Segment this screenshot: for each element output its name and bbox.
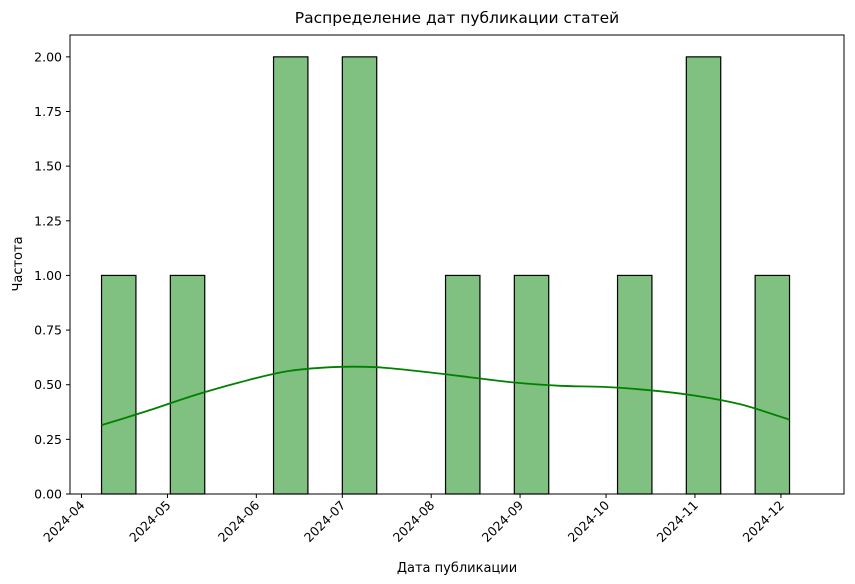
y-tick-label: 0.00 bbox=[34, 487, 62, 502]
y-tick-label: 1.50 bbox=[34, 159, 62, 174]
y-tick-label: 1.75 bbox=[34, 104, 62, 119]
histogram-bar bbox=[754, 274, 791, 495]
y-axis-label: Частота bbox=[11, 236, 26, 291]
y-tick-label: 1.25 bbox=[34, 213, 62, 228]
histogram-bar bbox=[685, 56, 722, 495]
plot-frame bbox=[69, 34, 845, 495]
histogram-bar bbox=[444, 274, 481, 495]
y-axis: 0.00 0.25 0.50 0.75 1.00 1.25 1.50 1.75 2.00 bbox=[34, 49, 70, 502]
x-axis-label: Дата публикации bbox=[397, 561, 517, 576]
y-tick-label: 1.00 bbox=[34, 268, 62, 283]
chart-title: Распределение дат публикации статей bbox=[295, 9, 619, 27]
y-tick-label: 0.50 bbox=[34, 377, 62, 392]
histogram-bar bbox=[169, 274, 206, 495]
y-tick-label: 2.00 bbox=[34, 49, 62, 64]
kde-curve bbox=[101, 365, 790, 426]
histogram-bar bbox=[100, 274, 137, 495]
histogram-bars bbox=[100, 56, 791, 495]
histogram-bar bbox=[616, 274, 653, 495]
histogram-bar bbox=[272, 56, 309, 495]
y-tick-label: 0.25 bbox=[34, 432, 62, 447]
y-tick-label: 0.75 bbox=[34, 323, 62, 338]
histogram-bar bbox=[341, 56, 378, 495]
